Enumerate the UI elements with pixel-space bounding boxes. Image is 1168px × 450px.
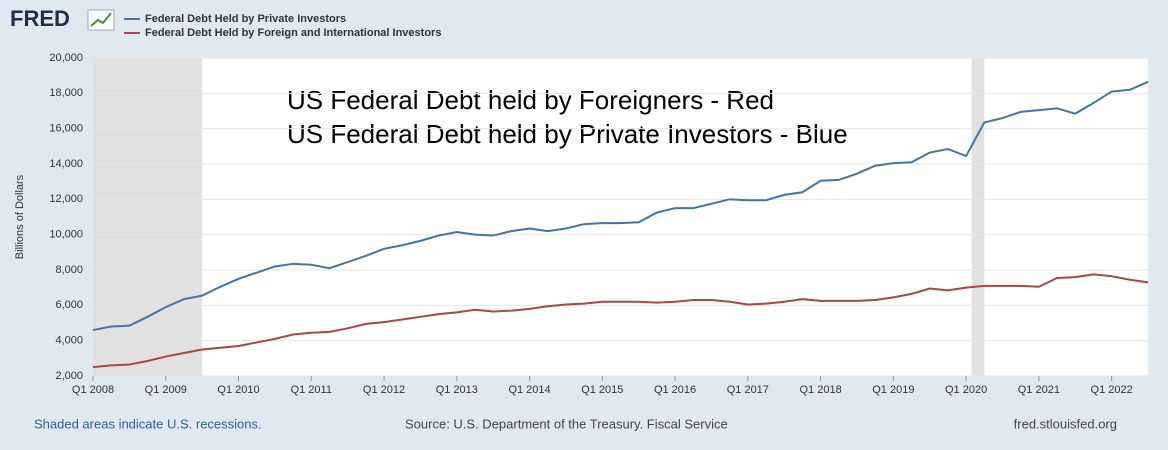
x-tick-label: Q1 2013 [436, 384, 478, 396]
x-tick-label: Q1 2020 [945, 384, 987, 396]
y-tick-label: 2,000 [55, 370, 83, 382]
y-tick-label: 14,000 [49, 158, 83, 170]
y-tick-label: 6,000 [55, 299, 83, 311]
y-tick-label: 10,000 [49, 229, 83, 241]
logo: FRED [10, 6, 115, 31]
legend-label: Federal Debt Held by Foreign and Interna… [145, 27, 441, 39]
y-axis-label: Billions of Dollars [14, 174, 26, 259]
legend-label: Federal Debt Held by Private Investors [145, 13, 346, 25]
logo-icon [87, 9, 115, 31]
annotation: US Federal Debt held by Private Investor… [287, 119, 848, 149]
series-line [92, 273, 1149, 369]
x-tick-label: Q1 2019 [872, 384, 914, 396]
x-tick-label: Q1 2010 [217, 384, 259, 396]
series-line [92, 80, 1149, 332]
y-tick-label: 20,000 [49, 52, 83, 64]
y-tick-label: 12,000 [49, 193, 83, 205]
y-tick-label: 16,000 [49, 123, 83, 135]
y-tick-label: 18,000 [49, 87, 83, 99]
x-tick-label: Q1 2016 [654, 384, 696, 396]
x-tick-label: Q1 2014 [508, 384, 550, 396]
annotation: US Federal Debt held by Foreigners - Red [287, 85, 774, 115]
x-tick-label: Q1 2022 [1091, 384, 1133, 396]
recession-shade [93, 58, 203, 376]
footer-site: fred.stlouisfed.org [1014, 416, 1117, 431]
footer-note: Shaded areas indicate U.S. recessions. [34, 416, 262, 431]
logo-text: FRED [10, 6, 70, 31]
x-tick-label: Q1 2015 [581, 384, 623, 396]
x-tick-label: Q1 2011 [291, 384, 332, 396]
x-tick-label: Q1 2021 [1018, 384, 1060, 396]
logo-icon-line [90, 12, 112, 27]
x-tick-label: Q1 2009 [145, 384, 187, 396]
y-tick-label: 8,000 [55, 264, 83, 276]
x-tick-label: Q1 2018 [799, 384, 841, 396]
x-tick-label: Q1 2012 [363, 384, 405, 396]
footer-source: Source: U.S. Department of the Treasury.… [405, 416, 728, 431]
recession-shade [971, 58, 985, 376]
x-tick-label: Q1 2017 [727, 384, 769, 396]
y-tick-label: 4,000 [55, 335, 83, 347]
x-tick-label: Q1 2008 [72, 384, 114, 396]
